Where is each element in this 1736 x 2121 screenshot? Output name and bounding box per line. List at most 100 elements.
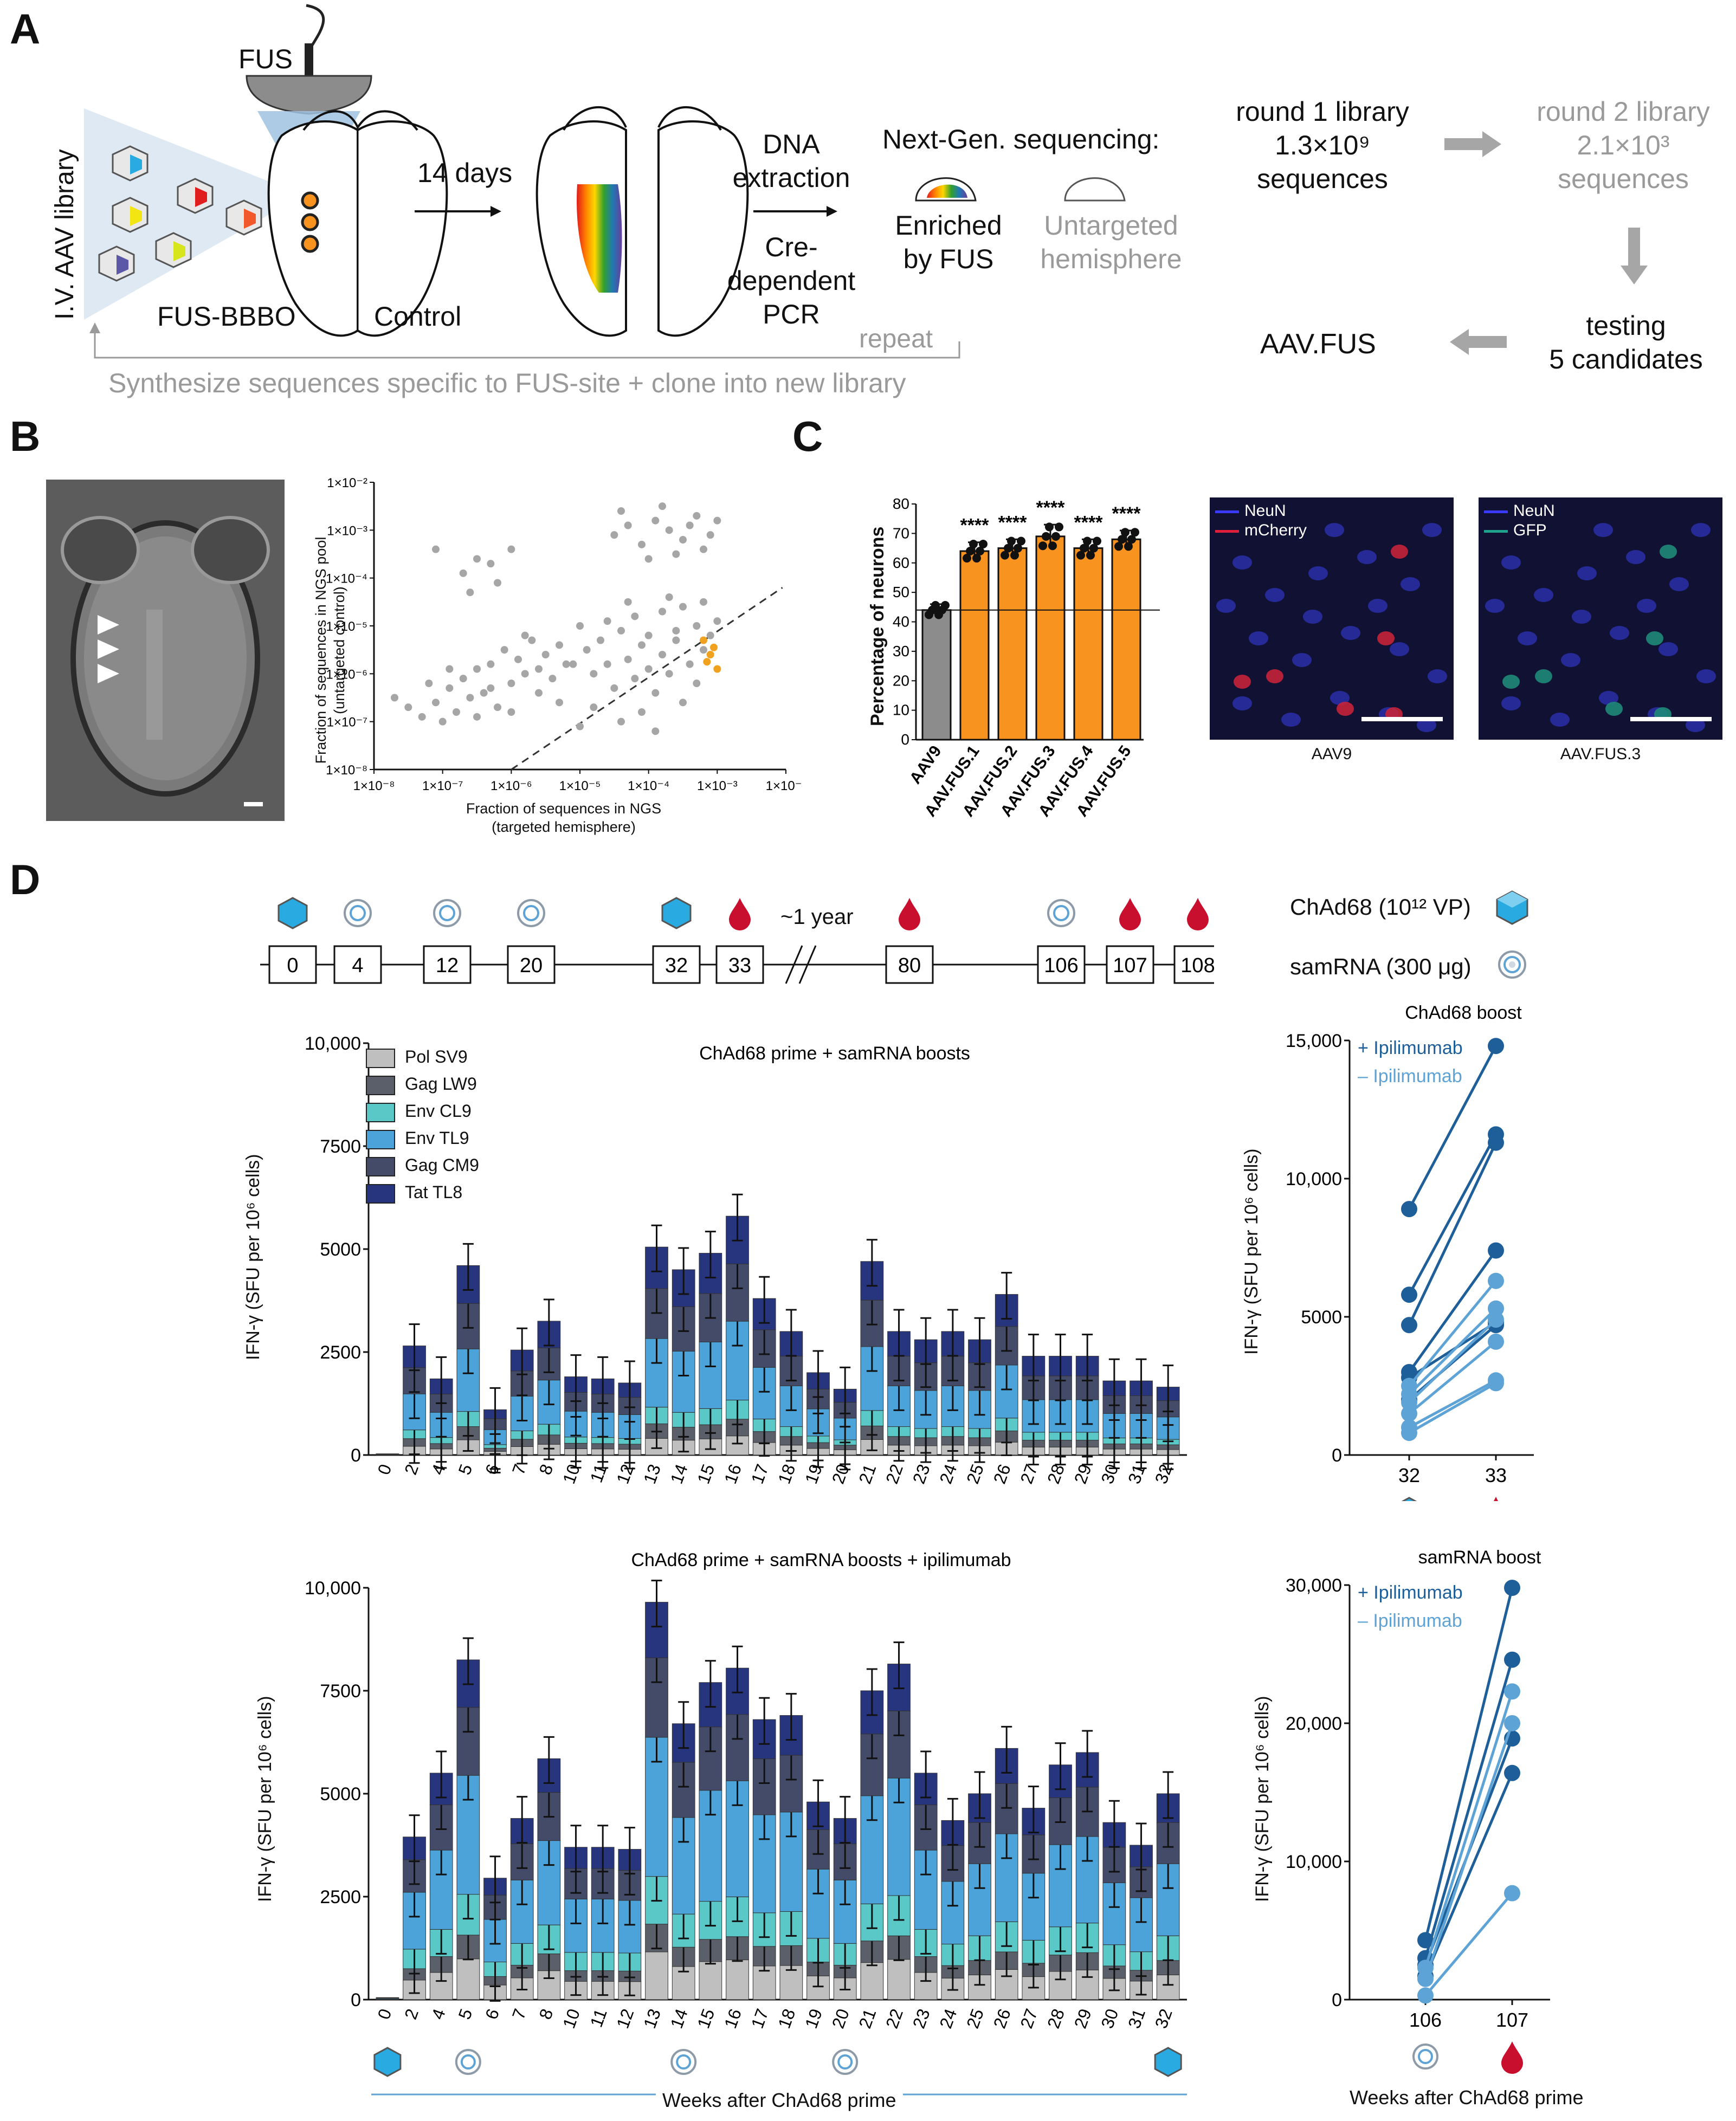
scatter-point: [569, 660, 577, 668]
stack-segment: [726, 1960, 749, 2000]
samrna-icon: [1412, 2044, 1438, 2070]
stack-x-tick: 15: [693, 1462, 718, 1486]
timeline-week: 106: [1044, 954, 1078, 977]
arrowhead-icon: [98, 615, 119, 635]
legend-icons: [1496, 890, 1528, 979]
stack-segment: [645, 1951, 668, 2000]
stack-legend-label: Env TL9: [405, 1128, 469, 1148]
stack-y-tick: 2500: [320, 1342, 361, 1363]
scatter-point: [487, 560, 495, 568]
neun-cell: [1428, 669, 1447, 683]
scatter-point: [679, 536, 687, 544]
year-label: ~1 year: [780, 905, 854, 929]
stack-legend-item: Gag CM9: [366, 1152, 479, 1179]
arrowhead-icon: [98, 639, 119, 659]
samrna-icon-inner: [523, 905, 539, 921]
scale-bar: [244, 802, 263, 806]
scatter-point: [706, 631, 714, 639]
micrograph-aav9-cells: [1216, 523, 1447, 732]
scatter-point: [487, 660, 495, 668]
samrna-icon-inner: [676, 2054, 692, 2070]
barc-dot: [1086, 551, 1095, 560]
barc-dot: [963, 554, 971, 563]
scatter-point: [617, 626, 625, 635]
timeline-box: [507, 945, 556, 984]
scatter-point: [466, 694, 474, 702]
stack-y-tick: 10,000: [305, 1033, 361, 1054]
barc-dot: [931, 601, 940, 610]
synthesize-label: Synthesize sequences specific to FUS-sit…: [108, 368, 906, 398]
boost-y-tick: 15,000: [1286, 1031, 1342, 1051]
barc-y-tick: 80: [893, 495, 909, 512]
scatter-point: [713, 516, 721, 525]
scatter-point: [659, 502, 666, 510]
stack-legend-label: Env CL9: [405, 1101, 472, 1121]
stack-legend-swatch: [366, 1075, 395, 1095]
scatter-point: [494, 703, 501, 712]
scatter-x-tick: 1×10⁻³: [697, 779, 738, 793]
scatter-point: [706, 651, 714, 658]
stack-x-tick: 23: [909, 2006, 934, 2031]
samrna-icon: [517, 899, 545, 927]
stack-x-tick: 0: [374, 1462, 396, 1477]
boost-legend: – Ipilimumab: [1358, 1611, 1462, 1631]
stack-x-tick: 22: [882, 1462, 907, 1486]
scatter-point: [644, 631, 653, 639]
barc-significance: ****: [1112, 503, 1141, 524]
boost-legend: + Ipilimumab: [1358, 1582, 1463, 1603]
neun-cell: [1341, 626, 1360, 640]
micro2-marker-label: GFP: [1484, 521, 1547, 540]
capsid-blue-icon: [1401, 1497, 1417, 1501]
stack-x-tick: 6: [481, 2006, 503, 2022]
timeline-box: [1037, 945, 1086, 984]
stacked-chart-1: 0 2500 5000 7500 10,000 ChAd68 prime + samRNA…: [305, 1033, 1187, 1486]
stack-x-tick: 27: [1016, 2006, 1041, 2031]
scatter-point: [507, 708, 515, 716]
barc-y-tick: 40: [893, 613, 909, 630]
neun-cell: [1658, 642, 1678, 656]
stack-y-tick: 7500: [320, 1681, 361, 1702]
stack-y-tick: 7500: [320, 1136, 361, 1157]
scatter-point: [473, 555, 481, 563]
scatter-x-tick: 1×10⁻⁶: [491, 779, 532, 793]
scatter-point: [603, 617, 611, 625]
stack-x-tick: 17: [747, 1462, 772, 1486]
scatter-point: [459, 675, 467, 683]
scatter-point: [638, 708, 646, 716]
neun-cell: [1422, 523, 1442, 537]
boost-point: [1504, 1683, 1520, 1700]
scatter-point: [679, 603, 687, 611]
timeline-week: 20: [520, 954, 543, 977]
boost-point: [1488, 1038, 1504, 1055]
neun-cell: [1577, 566, 1597, 580]
boost-title: ChAd68 boost: [1405, 1003, 1522, 1023]
samrna-icon: [455, 2049, 481, 2075]
scatter-point: [713, 665, 721, 673]
barc-dot: [1048, 541, 1057, 551]
stack-segment: [860, 1962, 884, 2000]
stack-segment: [537, 1840, 561, 1925]
micro1-marker-label: mCherry: [1215, 521, 1307, 540]
barc-dot: [1080, 544, 1088, 553]
stack-x-tick: 30: [1097, 1462, 1122, 1486]
boost-pair-line: [1424, 1659, 1514, 1959]
arrowhead-icon: [98, 664, 119, 683]
scatter-point: [473, 713, 481, 721]
stack-x-tick: 25: [963, 1462, 988, 1486]
scatter-point: [700, 646, 707, 654]
stack-y-tick: 0: [351, 1990, 361, 2010]
barc-bar: [1073, 547, 1103, 741]
boost-pair-line: [1408, 1340, 1497, 1415]
marker-cell: [1502, 675, 1520, 689]
boost-y-tick: 0: [1332, 1445, 1342, 1466]
barc-bar: [1111, 538, 1141, 741]
barc-dot: [1076, 551, 1085, 560]
scatter-point: [446, 684, 454, 692]
barc-y-tick: 30: [893, 643, 909, 659]
neun-cell: [1303, 610, 1322, 624]
stack-x-tick: 11: [586, 1462, 611, 1485]
scatter-point: [679, 699, 687, 707]
stack-x-tick: 32: [1151, 2006, 1176, 2031]
barc-y-tick: 20: [893, 672, 909, 689]
scatter-point: [686, 660, 694, 668]
